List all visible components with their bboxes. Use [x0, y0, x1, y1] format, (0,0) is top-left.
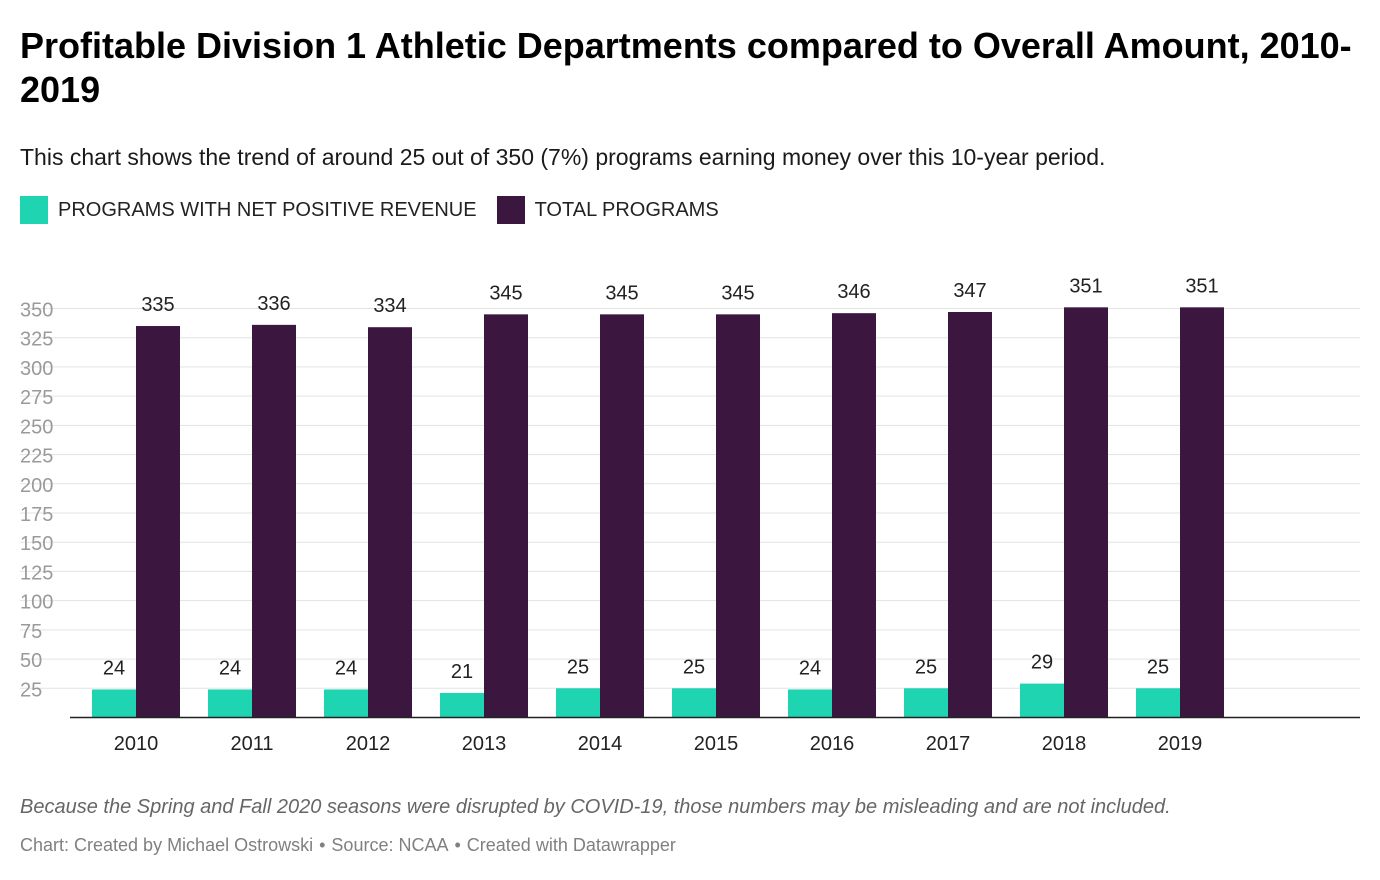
data-label: 345 [721, 282, 754, 304]
credit-tool: Created with Datawrapper [466, 835, 676, 855]
data-label: 25 [567, 656, 589, 678]
legend-item-total-programs: TOTAL PROGRAMS [496, 196, 719, 224]
data-label: 24 [799, 657, 821, 679]
y-tick-label: 75 [20, 621, 42, 643]
y-tick-label: 225 [20, 446, 53, 468]
bar-positive-revenue [92, 689, 136, 718]
data-label: 351 [1185, 275, 1218, 297]
legend: PROGRAMS WITH NET POSITIVE REVENUE TOTAL… [20, 196, 739, 224]
y-tick-label: 200 [20, 475, 53, 497]
y-tick-label: 50 [20, 650, 42, 672]
bar-chart: 25 50 75 100 125 150 175 200 225 250 275 300 325 350 2… [20, 275, 1360, 755]
data-label: 345 [605, 282, 638, 304]
y-tick-label: 325 [20, 329, 53, 351]
y-tick-label: 300 [20, 358, 53, 380]
bar-total-programs [252, 324, 296, 718]
x-tick-label: 2017 [926, 733, 971, 755]
data-label: 25 [915, 656, 937, 678]
data-label: 336 [257, 293, 290, 315]
credit-separator: • [319, 835, 326, 855]
bar-positive-revenue [208, 689, 252, 718]
bar-positive-revenue [672, 688, 716, 718]
credit-source: Source: NCAA [331, 835, 449, 855]
y-tick-label: 25 [20, 679, 42, 701]
legend-label-positive-revenue: PROGRAMS WITH NET POSITIVE REVENUE [58, 198, 477, 221]
data-label: 25 [683, 656, 705, 678]
credit-separator: • [454, 835, 461, 855]
bar-total-programs [136, 326, 180, 718]
bar-total-programs [600, 314, 644, 718]
x-tick-label: 2016 [810, 733, 855, 755]
bar-total-programs [716, 314, 760, 718]
data-label: 351 [1069, 275, 1102, 297]
bar-total-programs [1180, 307, 1224, 718]
data-label: 347 [953, 280, 986, 302]
x-tick-label: 2013 [462, 733, 507, 755]
bar-positive-revenue [1020, 683, 1064, 718]
y-tick-label: 350 [20, 300, 53, 322]
bar-positive-revenue [324, 689, 368, 718]
legend-swatch-positive-revenue [20, 196, 48, 224]
bar-positive-revenue [788, 689, 832, 718]
bar-total-programs [368, 327, 412, 718]
bar-positive-revenue [556, 688, 600, 718]
data-label: 334 [373, 295, 406, 317]
x-tick-label: 2014 [578, 733, 623, 755]
y-tick-label: 275 [20, 387, 53, 409]
legend-swatch-total-programs [496, 196, 525, 224]
y-tick-label: 100 [20, 592, 53, 614]
x-tick-label: 2019 [1158, 733, 1203, 755]
y-tick-label: 150 [20, 533, 53, 555]
bar-positive-revenue [1136, 688, 1180, 718]
data-label: 24 [219, 657, 241, 679]
data-label: 345 [489, 282, 522, 304]
x-tick-label: 2011 [230, 733, 273, 755]
data-label: 335 [141, 294, 174, 316]
x-tick-label: 2010 [114, 733, 159, 755]
data-label: 29 [1031, 652, 1053, 674]
y-tick-label: 250 [20, 416, 53, 438]
chart-title: Profitable Division 1 Athletic Departmen… [20, 25, 1352, 110]
data-label: 24 [335, 657, 357, 679]
data-label: 346 [837, 281, 870, 303]
footnote: Because the Spring and Fall 2020 seasons… [20, 796, 1171, 818]
y-tick-label: 175 [20, 504, 53, 526]
chart-subtitle: This chart shows the trend of around 25 … [20, 144, 1106, 170]
bar-total-programs [484, 314, 528, 718]
data-label: 25 [1147, 656, 1169, 678]
credits: Chart: Created by Michael Ostrowski • So… [20, 835, 676, 856]
credit-chart-by: Chart: Created by Michael Ostrowski [20, 835, 314, 855]
legend-item-positive-revenue: PROGRAMS WITH NET POSITIVE REVENUE [20, 196, 477, 224]
x-tick-label: 2018 [1042, 733, 1087, 755]
bar-total-programs [832, 313, 876, 718]
legend-label-total-programs: TOTAL PROGRAMS [534, 198, 719, 221]
data-label: 21 [451, 661, 473, 683]
x-tick-label: 2015 [694, 733, 739, 755]
y-tick-label: 125 [20, 562, 53, 584]
bar-positive-revenue [904, 688, 948, 718]
x-tick-label: 2012 [346, 733, 391, 755]
bar-total-programs [1064, 307, 1108, 718]
bar-total-programs [948, 312, 992, 718]
bar-positive-revenue [440, 692, 484, 718]
data-label: 24 [103, 657, 125, 679]
